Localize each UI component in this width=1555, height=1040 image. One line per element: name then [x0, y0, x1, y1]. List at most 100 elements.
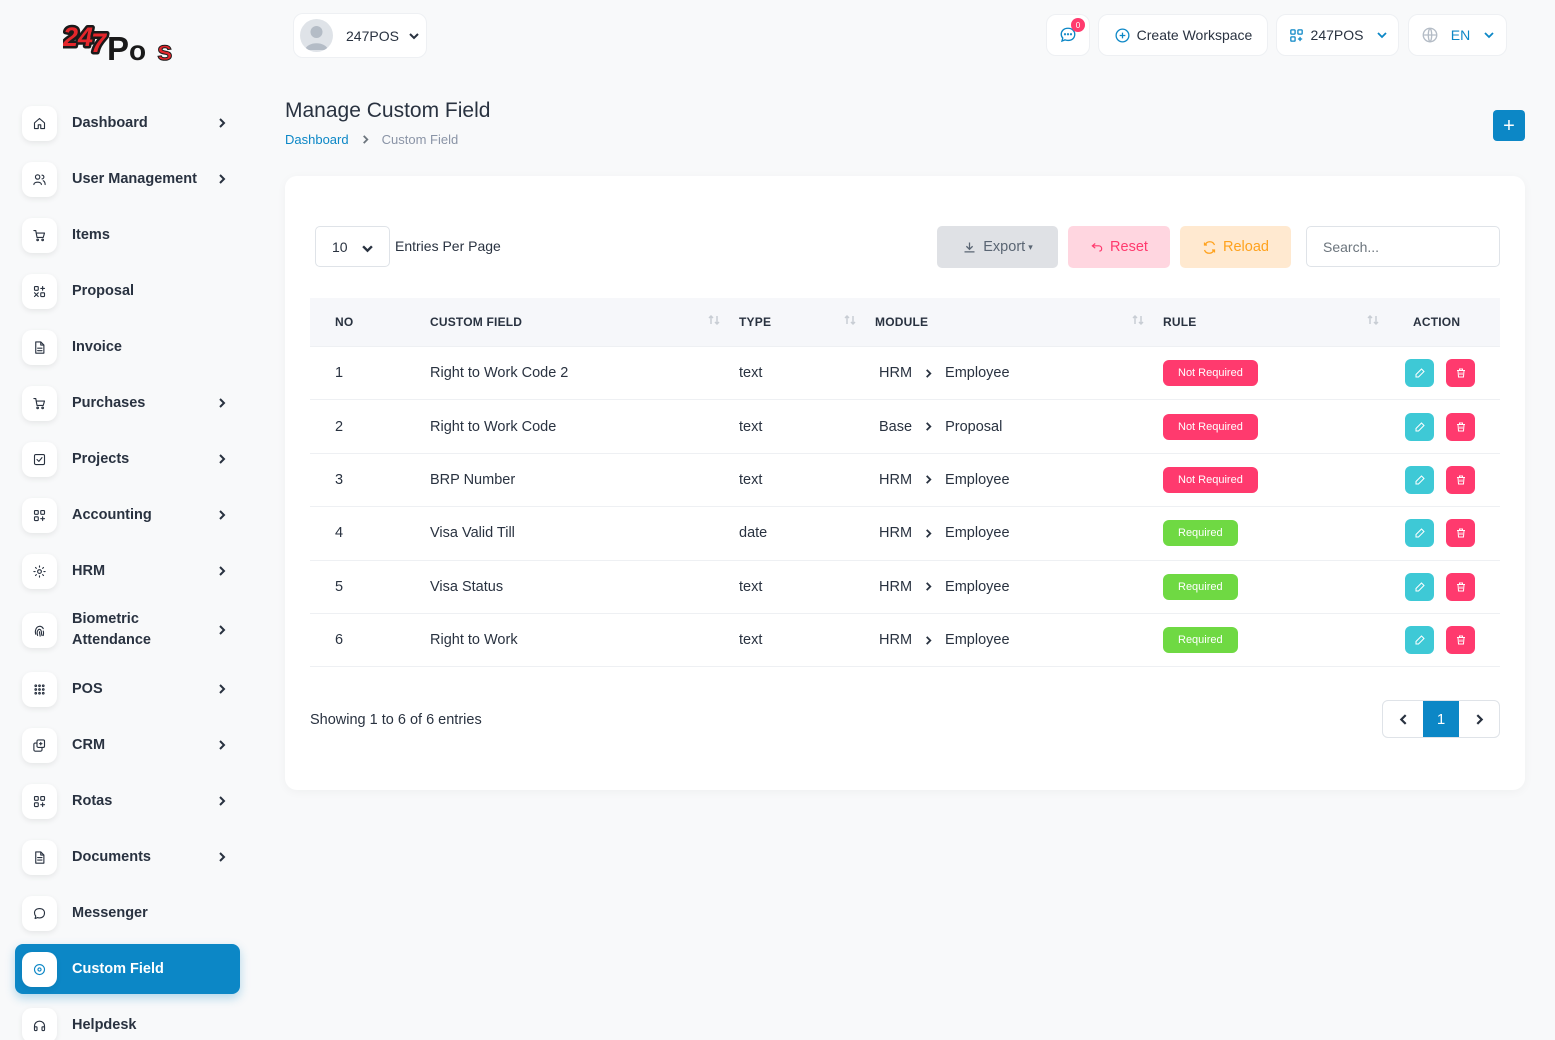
sort-icon[interactable] [708, 314, 720, 329]
users-icon [22, 161, 57, 197]
delete-button[interactable] [1446, 572, 1475, 601]
chevron-right-icon [926, 422, 932, 431]
table-row: 5 Visa Status text HRM Employee Required [310, 561, 1500, 614]
rule-badge: Required [1163, 627, 1238, 654]
export-label: Export [983, 239, 1026, 255]
edit-button[interactable] [1405, 412, 1434, 441]
pagination-prev-button[interactable] [1383, 701, 1423, 737]
table-body: 1 Right to Work Code 2 text HRM Employee Not … [310, 347, 1500, 668]
pagination-page-button[interactable]: 1 [1423, 701, 1459, 737]
column-header-rule[interactable]: RULE [1163, 315, 1197, 329]
chevron-right-icon [212, 683, 232, 695]
edit-button[interactable] [1405, 465, 1434, 494]
edit-button[interactable] [1405, 519, 1434, 548]
create-workspace-label: Create Workspace [1136, 27, 1253, 43]
delete-button[interactable] [1446, 626, 1475, 655]
sidebar-item-label: Documents [72, 848, 151, 865]
delete-button[interactable] [1446, 359, 1475, 388]
rule-badge: Not Required [1163, 466, 1258, 493]
workspace-selector[interactable]: 247POS [1276, 14, 1399, 56]
column-header-no[interactable]: NO [335, 315, 354, 329]
sidebar-item-dashboard[interactable]: Dashboard [15, 98, 240, 148]
sidebar-item-pos[interactable]: POS [15, 664, 240, 714]
showing-entries-text: Showing 1 to 6 of 6 entries [310, 712, 482, 728]
sidebar-item-rotas[interactable]: Rotas [15, 776, 240, 826]
cell-no: 4 [335, 525, 344, 542]
column-header-module[interactable]: MODULE [875, 315, 929, 329]
create-workspace-button[interactable]: Create Workspace [1098, 14, 1268, 56]
sidebar-item-purchases[interactable]: Purchases [15, 378, 240, 428]
table-row: 2 Right to Work Code text Base Proposal Not R… [310, 400, 1500, 454]
table-row: 6 Right to Work text HRM Employee Required [310, 614, 1500, 668]
edit-button[interactable] [1405, 572, 1434, 601]
language-label: EN [1450, 27, 1471, 43]
sidebar-item-user-management[interactable]: User Management [15, 154, 240, 204]
sidebar-item-custom-field[interactable]: Custom Field [15, 944, 240, 994]
module-name: HRM [879, 365, 913, 382]
delete-button[interactable] [1446, 412, 1475, 441]
column-header-action: ACTION [1413, 315, 1461, 329]
sidebar-item-accounting[interactable]: Accounting [15, 490, 240, 540]
delete-button[interactable] [1446, 465, 1475, 494]
sidebar-item-biometric-attendance[interactable]: Biometric Attendance [15, 602, 240, 658]
headphones-icon [22, 1007, 57, 1040]
sidebar-item-label: Items [72, 226, 110, 243]
entries-per-page-select[interactable]: 10 [315, 226, 390, 267]
chevron-right-icon [212, 397, 232, 409]
sidebar-item-items[interactable]: Items [15, 210, 240, 260]
sidebar-item-messenger[interactable]: Messenger [15, 888, 240, 938]
rule-badge: Not Required [1163, 413, 1258, 440]
sidebar-item-label: Purchases [72, 394, 146, 411]
chevron-right-icon [212, 624, 232, 636]
search-input[interactable] [1306, 226, 1500, 267]
sidebar-item-label: CRM [72, 736, 106, 753]
reset-button[interactable]: Reset [1068, 226, 1170, 268]
table-row: 1 Right to Work Code 2 text HRM Employee Not … [310, 347, 1500, 401]
column-header-custom-field[interactable]: CUSTOM FIELD [430, 315, 523, 329]
sidebar-item-crm[interactable]: CRM [15, 720, 240, 770]
sidebar-item-invoice[interactable]: Invoice [15, 322, 240, 372]
globe-icon [1422, 27, 1438, 43]
language-selector[interactable]: EN [1408, 14, 1507, 56]
cell-module: Base Proposal [879, 419, 1002, 435]
sort-icon[interactable] [1367, 314, 1379, 329]
breadcrumb-dashboard-link[interactable]: Dashboard [285, 132, 349, 147]
sidebar-item-documents[interactable]: Documents [15, 832, 240, 882]
pagination: 1 [1382, 700, 1500, 738]
submodule-name: Employee [945, 525, 1010, 542]
edit-button[interactable] [1405, 626, 1434, 655]
column-header-type[interactable]: TYPE [739, 315, 772, 329]
sidebar: 24 24 7 7 P o s Dashboard User Management… [0, 0, 255, 1040]
sidebar-item-label: POS [72, 680, 103, 697]
edit-button[interactable] [1405, 359, 1434, 388]
sort-icon[interactable] [844, 314, 856, 329]
sidebar-item-label: Dashboard [72, 114, 148, 131]
export-button[interactable]: Export ▾ [937, 226, 1058, 268]
add-custom-field-button[interactable]: + [1493, 110, 1525, 141]
sidebar-item-label: Biometric Attendance [72, 611, 151, 648]
message-icon [22, 895, 57, 931]
download-icon [964, 242, 975, 252]
file-icon [22, 329, 57, 365]
sidebar-item-proposal[interactable]: Proposal [15, 266, 240, 316]
user-name: 247POS [346, 27, 399, 44]
sort-icon[interactable] [1132, 314, 1144, 329]
undo-icon [1091, 243, 1103, 252]
sidebar-item-projects[interactable]: Projects [15, 434, 240, 484]
table-row: 3 BRP Number text HRM Employee Not Required [310, 454, 1500, 508]
user-menu[interactable]: 247POS [293, 13, 427, 58]
pencil-icon [1415, 368, 1425, 378]
pagination-next-button[interactable] [1459, 701, 1499, 737]
sidebar-item-helpdesk[interactable]: Helpdesk [15, 1000, 240, 1040]
svg-text:24: 24 [63, 22, 93, 52]
messages-button[interactable]: 0 [1046, 14, 1090, 56]
trash-icon [1456, 528, 1465, 538]
cell-module: HRM Employee [879, 365, 1010, 381]
cart-icon [22, 217, 57, 253]
brand-logo[interactable]: 24 24 7 7 P o s [63, 18, 193, 65]
cell-module: HRM Employee [879, 472, 1010, 488]
sidebar-item-hrm[interactable]: HRM [15, 546, 240, 596]
delete-button[interactable] [1446, 519, 1475, 548]
sidebar-item-label: Custom Field [72, 960, 164, 977]
reload-button[interactable]: Reload [1180, 226, 1291, 268]
